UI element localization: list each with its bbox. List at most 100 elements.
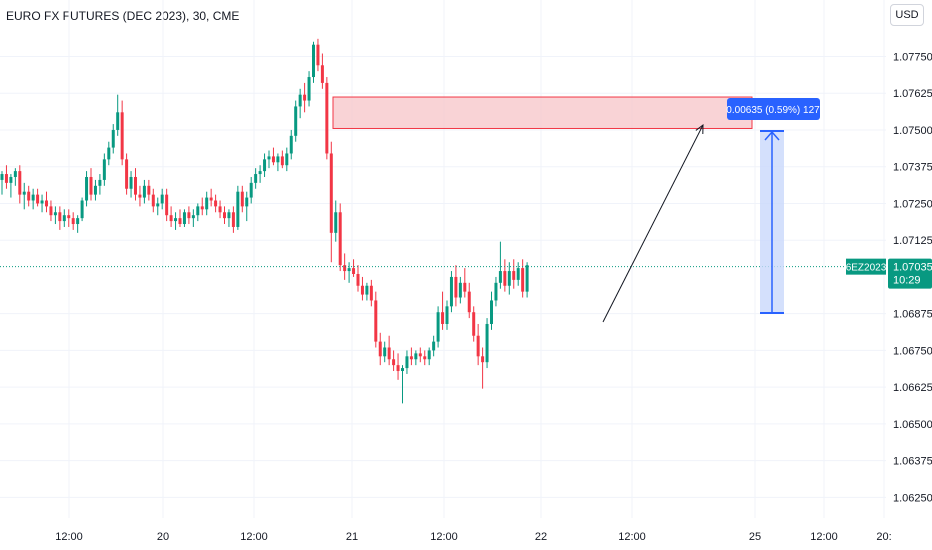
candle-body: [160, 194, 164, 204]
candle: [187, 206, 191, 225]
candle-body: [249, 182, 253, 198]
candle-body: [147, 185, 151, 195]
candle-body: [347, 268, 351, 272]
candle-body: [525, 265, 529, 292]
candle: [156, 197, 160, 216]
candle-body: [490, 300, 493, 324]
candle: [498, 241, 502, 289]
candle-body: [0, 174, 4, 180]
candle-body: [85, 176, 89, 201]
measure-tool[interactable]: 0.00635 (0.59%) 127: [726, 98, 820, 314]
candle: [454, 265, 458, 307]
candle-body: [503, 271, 507, 286]
candle-body: [67, 215, 71, 219]
candle-body: [245, 197, 249, 207]
price-tag-text: 1.07035: [893, 262, 932, 274]
candle: [512, 259, 516, 289]
candle-body: [45, 200, 48, 207]
candle: [27, 185, 31, 207]
target-zone[interactable]: [332, 96, 753, 129]
candle: [481, 347, 485, 389]
candle-body: [27, 191, 31, 201]
candle: [227, 209, 231, 227]
candle-body: [352, 268, 356, 274]
candle: [98, 174, 102, 195]
candle-body: [320, 65, 324, 83]
candle-body: [182, 212, 186, 225]
candle: [71, 212, 75, 230]
measure-label-text: 0.00635 (0.59%) 127: [726, 105, 820, 116]
candle: [258, 165, 262, 183]
candle-body: [254, 174, 258, 183]
candle-body: [223, 212, 226, 219]
candle: [298, 88, 302, 119]
zone-rect[interactable]: [332, 96, 753, 129]
candle-body: [521, 268, 525, 292]
trend-arrow[interactable]: [602, 123, 704, 323]
candle: [476, 323, 480, 366]
candle-body: [218, 206, 222, 213]
price-axis[interactable]: 1.07750 1.07625 1.07500 1.07375 1.07250 1.071…: [846, 51, 932, 504]
candle: [267, 150, 271, 169]
candle: [303, 82, 307, 113]
candle: [432, 335, 436, 357]
candle-body: [414, 353, 418, 360]
candle-body: [53, 212, 57, 216]
candle-body: [280, 156, 284, 166]
candle: [392, 350, 396, 372]
candle-body: [307, 77, 311, 101]
candle-body: [369, 285, 373, 301]
candle: [285, 147, 289, 172]
candle: [280, 150, 284, 169]
candle: [365, 282, 369, 301]
candle-body: [454, 276, 458, 298]
candle: [218, 200, 222, 219]
x-tick-label: 20:: [876, 531, 891, 543]
candle-body: [191, 215, 195, 219]
candle: [254, 168, 258, 189]
y-tick-label: 1.06250: [893, 492, 932, 504]
candle-body: [441, 312, 445, 324]
measure-label[interactable]: 0.00635 (0.59%) 127: [726, 98, 820, 120]
time-axis[interactable]: 12:00 20 12:00 21 12:00 22 12:00 25 12:00 20:: [55, 531, 891, 543]
candle-body: [142, 185, 146, 198]
grid-lines: [0, 0, 886, 518]
candle-body: [334, 212, 338, 233]
candle: [445, 300, 449, 330]
candle-body: [472, 312, 476, 336]
x-tick-label: 12:00: [240, 531, 268, 543]
candle: [436, 306, 440, 348]
arrow-head[interactable]: [695, 123, 704, 135]
candle-body: [285, 153, 289, 166]
candle-body: [276, 156, 280, 163]
candle-body: [62, 215, 66, 222]
candle: [503, 259, 507, 292]
candle-body: [294, 106, 298, 136]
candle: [307, 71, 311, 107]
arrow-shaft[interactable]: [602, 124, 704, 323]
candle-series: [0, 38, 529, 404]
x-tick-label: 20: [157, 531, 169, 543]
candle: [449, 271, 453, 313]
candle: [22, 182, 26, 210]
candle-body: [436, 312, 440, 342]
y-tick-label: 1.07625: [893, 88, 932, 100]
candle-body: [485, 323, 489, 363]
candle: [196, 203, 200, 222]
chart-title: EURO FX FUTURES (DEC 2023), 30, CME: [6, 9, 240, 23]
candle-body: [298, 94, 302, 107]
candle: [142, 179, 146, 204]
candle-body: [196, 206, 200, 216]
candle-body: [76, 218, 80, 225]
candle: [111, 124, 115, 154]
candle: [214, 194, 218, 213]
candle-body: [360, 285, 364, 295]
candle: [490, 291, 493, 330]
candle-body: [93, 185, 97, 195]
candle-body: [312, 44, 315, 78]
currency-button[interactable]: USD: [890, 4, 924, 26]
x-tick-label: 12:00: [810, 531, 838, 543]
candle: [231, 206, 235, 233]
candle: [409, 347, 413, 366]
